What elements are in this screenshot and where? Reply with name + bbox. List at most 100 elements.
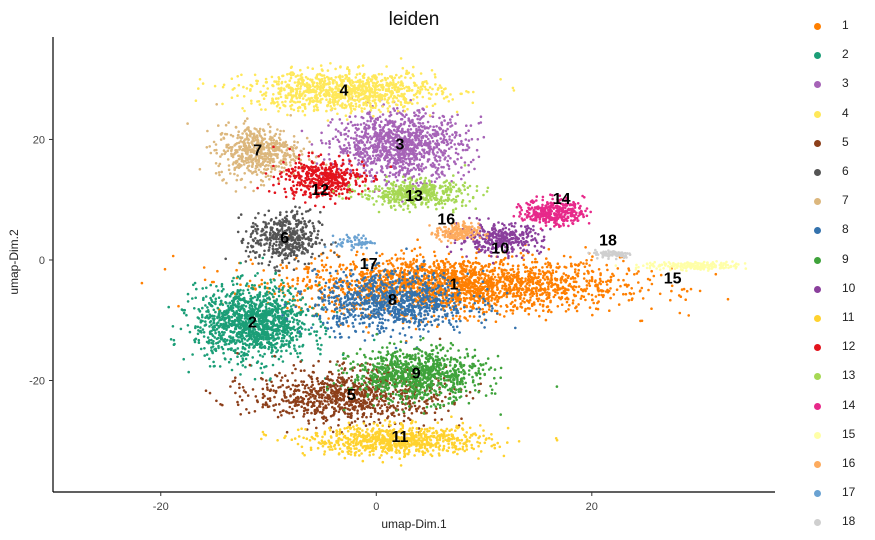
point [395,130,399,134]
point [260,362,264,366]
point [307,328,311,332]
point [359,163,363,166]
point [347,141,350,145]
point [302,277,306,281]
point [404,263,407,267]
point [534,287,538,291]
point [503,272,506,275]
point [587,270,590,274]
point [416,117,419,121]
point [218,316,221,319]
point [228,301,232,305]
point [423,152,427,155]
point [502,280,505,284]
point [503,291,507,295]
point [167,305,170,309]
point [218,325,221,328]
point [197,341,201,345]
point [443,158,447,161]
point [370,180,374,183]
point [430,69,434,72]
point [202,298,205,302]
point [442,139,445,142]
point [396,266,400,270]
point [515,285,518,288]
point [366,112,369,115]
point [348,147,352,150]
point [428,149,431,152]
point [526,269,530,273]
point [383,278,387,282]
point [236,75,239,78]
point [555,279,559,282]
point [425,82,429,85]
point [415,158,419,161]
point [299,85,303,88]
point [453,143,457,146]
point [207,310,210,314]
point [491,290,495,293]
point [377,269,381,273]
point [463,299,467,303]
point [641,297,645,300]
point [544,288,547,292]
point [201,315,204,319]
point [442,141,446,145]
point [462,174,466,177]
point [291,327,295,331]
point [419,181,423,184]
point [482,294,485,297]
point [459,270,462,274]
point [388,140,392,144]
point [231,291,235,294]
point [281,291,285,295]
point [368,141,372,144]
point [580,294,584,298]
point [430,268,433,272]
point [257,317,261,321]
point [431,140,435,143]
point [347,129,351,133]
point [450,115,454,118]
point [202,331,206,334]
point [394,253,397,257]
point [478,299,481,303]
point [251,287,255,291]
point [640,319,644,323]
point [478,262,481,266]
point [236,300,240,303]
point [348,151,352,154]
point [212,360,215,364]
point [366,119,369,123]
point [295,338,299,341]
point [477,281,480,285]
point [337,130,340,133]
point [600,293,603,297]
point [371,126,375,129]
point [273,278,276,282]
point [682,287,686,291]
point [240,354,243,358]
point [388,114,391,118]
point [278,273,281,277]
point [372,150,375,154]
point [406,171,409,174]
point [331,118,334,121]
point [416,238,419,241]
point [469,272,473,276]
point [346,149,349,153]
point [345,126,348,130]
point [413,111,416,114]
point [442,263,446,267]
point [248,303,252,307]
point [260,282,264,286]
point [295,267,298,270]
point [418,158,422,161]
point [608,309,611,313]
point [426,120,430,124]
point [541,292,544,295]
point [231,304,235,307]
point [347,324,350,328]
point [269,278,272,282]
point [373,267,377,270]
